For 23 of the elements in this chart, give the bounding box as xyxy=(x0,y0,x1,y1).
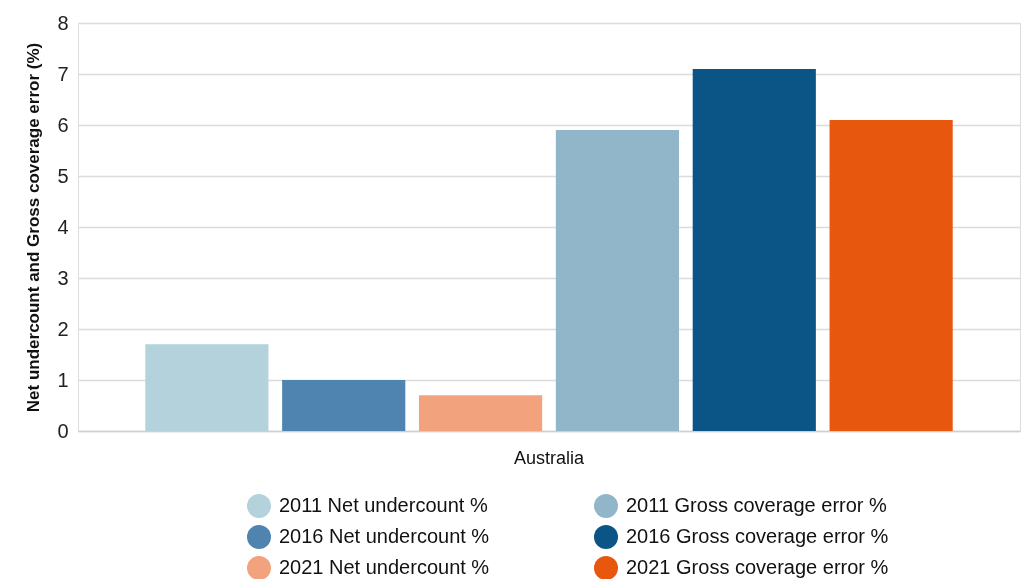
x-tick-label: Australia xyxy=(513,447,585,468)
legend-label: 2011 Net undercount % xyxy=(279,494,488,516)
legend-label: 2011 Gross coverage error % xyxy=(626,494,888,516)
y-tick-label: 5 xyxy=(57,164,69,187)
legend-label: 2016 Net undercount % xyxy=(279,525,490,547)
legend-label: 2021 Gross coverage error % xyxy=(626,556,889,578)
y-tick-label: 7 xyxy=(57,62,69,85)
y-tick-label: 1 xyxy=(57,368,69,391)
bar xyxy=(418,395,543,431)
y-axis-title: Net undercount and Gross coverage error (%) xyxy=(24,42,44,413)
bar xyxy=(145,344,269,431)
y-tick-label: 3 xyxy=(57,266,69,289)
bar xyxy=(555,130,680,431)
legend-label: 2021 Net undercount % xyxy=(279,556,490,578)
bar xyxy=(692,68,816,431)
bar xyxy=(829,119,953,431)
y-tick-label: 2 xyxy=(57,317,69,340)
y-tick-label: 0 xyxy=(57,419,69,442)
legend-label: 2016 Gross coverage error % xyxy=(626,525,889,547)
bar xyxy=(282,380,406,431)
y-tick-label: 6 xyxy=(57,113,69,136)
y-tick-label: 8 xyxy=(57,11,69,34)
y-tick-label: 4 xyxy=(57,215,69,238)
